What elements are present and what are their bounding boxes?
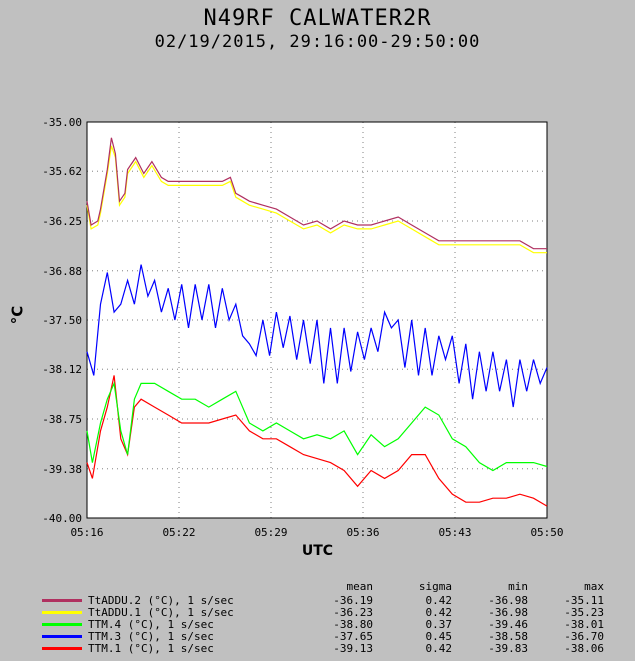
- legend-series-name: TtADDU.1 (°C), 1 s/sec: [88, 606, 234, 619]
- chart-subtitle: 02/19/2015, 29:16:00-29:50:00: [154, 32, 481, 52]
- legend-mean-value: -36.19: [333, 594, 373, 607]
- legend-max-value: -35.11: [564, 594, 604, 607]
- legend-max-value: -35.23: [564, 606, 604, 619]
- x-tick-label: 05:43: [438, 526, 471, 539]
- y-tick-label: -35.62: [42, 165, 82, 178]
- legend-header-min: min: [508, 580, 528, 593]
- legend-row: TTM.3 (°C), 1 s/sec -37.65 0.45 -38.58 -36.7…: [0, 630, 635, 643]
- legend-row: TTM.4 (°C), 1 s/sec -38.80 0.37 -39.46 -38.0…: [0, 618, 635, 631]
- legend-header-mean: mean: [346, 580, 374, 593]
- legend-swatch: [42, 599, 82, 602]
- legend-series-name: TtADDU.2 (°C), 1 s/sec: [88, 594, 234, 607]
- legend-row: TtADDU.2 (°C), 1 s/sec -36.19 0.42 -36.98 -3…: [0, 594, 635, 607]
- legend-min-value: -39.46: [488, 618, 528, 631]
- legend-mean-value: -39.13: [333, 642, 373, 655]
- series-line-ttaddu-1: [86, 145, 547, 254]
- legend-header-sigma: sigma: [418, 580, 452, 593]
- legend-swatch: [42, 635, 82, 638]
- series-group: [86, 137, 548, 507]
- legend-swatch: [42, 623, 82, 626]
- series-line-ttm-4: [86, 381, 548, 472]
- legend-max-value: -38.06: [564, 642, 604, 655]
- x-tick-label: 05:50: [530, 526, 563, 539]
- legend-series-name: TTM.3 (°C), 1 s/sec: [88, 630, 214, 643]
- y-axis-label: °C: [8, 305, 27, 325]
- y-tick-label: -40.00: [42, 512, 82, 525]
- legend-series-name: TTM.4 (°C), 1 s/sec: [88, 618, 214, 631]
- legend-sigma-value: 0.45: [425, 630, 453, 643]
- legend-row: TtADDU.1 (°C), 1 s/sec -36.23 0.42 -36.98 -3…: [0, 606, 635, 619]
- legend-sigma-value: 0.42: [425, 642, 453, 655]
- legend-min-value: -39.83: [488, 642, 528, 655]
- tick-labels: -35.00 -35.62 -36.25 -36.88 -37.50 -38.12 -38.…: [42, 116, 563, 539]
- legend-series-name: TTM.1 (°C), 1 s/sec: [88, 642, 214, 655]
- series-line-ttm-3: [86, 264, 548, 408]
- legend-sigma-value: 0.37: [425, 618, 453, 631]
- legend-sigma-value: 0.42: [425, 594, 453, 607]
- legend-min-value: -38.58: [488, 630, 528, 643]
- x-tick-label: 05:22: [162, 526, 195, 539]
- legend-min-value: -36.98: [488, 594, 528, 607]
- legend-mean-value: -38.80: [333, 618, 373, 631]
- legend-mean-value: -37.65: [333, 630, 373, 643]
- legend-sigma-value: 0.42: [425, 606, 453, 619]
- y-tick-label: -36.88: [42, 265, 82, 278]
- legend-header-max: max: [584, 580, 604, 593]
- y-tick-label: -39.38: [42, 463, 82, 476]
- x-tick-label: 05:36: [346, 526, 379, 539]
- legend-max-value: -38.01: [564, 618, 604, 631]
- legend-row: TTM.1 (°C), 1 s/sec -39.13 0.42 -39.83 -38.0…: [0, 642, 635, 655]
- x-tick-label: 05:29: [254, 526, 287, 539]
- legend-swatch: [42, 647, 82, 650]
- series-line-ttaddu-2: [86, 137, 547, 250]
- legend-min-value: -36.98: [488, 606, 528, 619]
- chart-title: N49RF CALWATER2R: [203, 6, 432, 31]
- y-tick-label: -35.00: [42, 116, 82, 129]
- y-tick-label: -37.50: [42, 314, 82, 327]
- y-tick-label: -36.25: [42, 215, 82, 228]
- x-tick-label: 05:16: [70, 526, 103, 539]
- legend-swatch: [42, 611, 82, 614]
- y-tick-label: -38.12: [42, 363, 82, 376]
- x-axis-label: UTC: [301, 543, 334, 559]
- y-tick-label: -38.75: [42, 413, 82, 426]
- legend-mean-value: -36.23: [333, 606, 373, 619]
- legend-max-value: -36.70: [564, 630, 604, 643]
